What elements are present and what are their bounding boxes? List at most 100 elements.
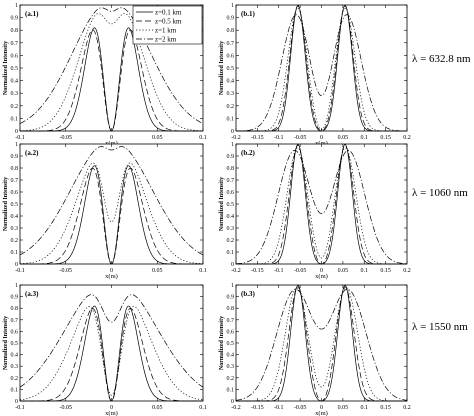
y-tick-label: 0.2 [227, 238, 235, 244]
x-tick-label: -0.15 [251, 268, 264, 274]
y-tick-label: 0.8 [227, 306, 235, 312]
y-tick-label: 0.1 [11, 250, 19, 256]
y-tick-label: 0.4 [11, 214, 19, 220]
x-tick-label: 0.1 [199, 135, 207, 141]
legend: z=0.1 kmz=0.5 kmz=1 kmz=2 km [132, 5, 203, 45]
x-tick-label: -0.1 [15, 405, 25, 411]
y-tick-label: 0.4 [11, 353, 19, 359]
y-tick-label: 0.4 [11, 79, 19, 85]
series-line-z-2-km [235, 14, 408, 132]
x-tick-label: -0.1 [274, 135, 284, 141]
y-tick-label: 0.2 [11, 238, 19, 244]
y-tick-label: 0.1 [11, 387, 19, 393]
y-tick-label: 1 [15, 283, 18, 289]
chart-panel-a.2: 0 0.1 0.2 0.3 0.4 0.5 0.6 0.7 0.8 0.9 1 -0.1 -0.05 0 0… [3, 142, 207, 280]
y-tick-label: 1 [15, 142, 18, 148]
wavelength-label-row1: λ = 632.8 nm [412, 53, 471, 65]
y-tick-label: 0.1 [11, 116, 19, 122]
y-tick-label: 0.3 [11, 226, 19, 232]
x-tick-label: -0.1 [15, 268, 25, 274]
panel-label: (a.2) [25, 149, 39, 157]
legend-label: z=1 km [155, 27, 177, 35]
y-tick-label: 0.7 [11, 41, 19, 47]
y-axis-label: Normalized Intensity [219, 316, 225, 370]
y-tick-label: 0.1 [227, 387, 235, 393]
x-tick-label: 0.1 [361, 268, 369, 274]
y-tick-label: 0.7 [227, 178, 235, 184]
x-tick-label: -0.05 [60, 135, 73, 141]
y-axis-label: Normalized Intensity [219, 177, 225, 231]
x-tick-label: 0.2 [403, 405, 411, 411]
x-tick-label: 0.1 [361, 405, 369, 411]
y-tick-label: 0.8 [227, 166, 235, 172]
y-tick-label: 0.7 [11, 178, 19, 184]
y-tick-label: 0 [231, 399, 234, 405]
x-tick-label: 0 [320, 268, 323, 274]
series-line-z-2-km [19, 146, 204, 256]
y-tick-label: 0.5 [11, 202, 19, 208]
y-tick-label: 0.5 [11, 341, 19, 347]
x-tick-label: 0.2 [403, 135, 411, 141]
y-tick-label: 0.7 [227, 318, 235, 324]
y-axis-label: Normalized Intensity [3, 316, 9, 370]
y-tick-label: 1 [15, 3, 18, 9]
plot-frame [235, 284, 408, 402]
x-tick-label: 0.15 [380, 268, 391, 274]
y-tick-label: 0.9 [227, 16, 235, 22]
panel-label: (b.2) [241, 149, 255, 157]
x-tick-label: 0.1 [199, 405, 207, 411]
x-tick-label: 0.15 [380, 405, 391, 411]
legend-label: z=0.5 km [155, 18, 182, 26]
x-tick-label: 0 [110, 405, 113, 411]
y-tick-label: 0.9 [11, 295, 19, 301]
y-tick-label: 0 [231, 262, 234, 268]
series-line-z-1-km [19, 13, 204, 132]
x-tick-label: -0.05 [294, 268, 307, 274]
y-tick-label: 0.5 [227, 341, 235, 347]
series-line-z-2-km [235, 289, 408, 401]
x-tick-label: 0.05 [152, 405, 163, 411]
y-tick-label: 0.6 [11, 329, 19, 335]
series-line-z-1-km [236, 7, 407, 132]
y-tick-label: 0.5 [227, 66, 235, 72]
y-tick-label: 0.8 [11, 306, 19, 312]
panel-label: (a.1) [25, 10, 39, 18]
chart-panel-b.1: 00.10.20.30.40.50.60.70.80.91-0.2 -0.15 -0… [219, 3, 411, 147]
x-tick-label: -0.05 [60, 405, 73, 411]
y-tick-label: 0.6 [227, 329, 235, 335]
x-tick-label: 0.05 [338, 268, 349, 274]
x-tick-label: 0.15 [380, 135, 391, 141]
legend-label: z=2 km [155, 36, 177, 44]
x-tick-label: 0 [110, 135, 113, 141]
y-tick-label: 0 [15, 399, 18, 405]
x-tick-label: 0 [320, 135, 323, 141]
y-tick-label: 0.6 [227, 53, 235, 59]
x-axis-label: x(m) [105, 273, 118, 280]
series-line-z-2-km [235, 150, 408, 265]
legend-label: z=0.1 km [155, 9, 182, 17]
x-tick-label: 0.1 [361, 135, 369, 141]
series-line-z-0-5-km [20, 308, 203, 402]
y-tick-label: 0.1 [227, 116, 235, 122]
y-tick-label: 0.2 [227, 104, 235, 110]
y-tick-label: 0 [15, 129, 18, 135]
y-tick-label: 0.1 [227, 250, 235, 256]
x-tick-label: 0.2 [403, 268, 411, 274]
y-tick-label: 0.9 [227, 295, 235, 301]
plot-frame [235, 4, 408, 132]
plot-frame [19, 284, 204, 402]
y-tick-label: 1 [231, 3, 234, 9]
y-axis-label: Normalized Intensity [3, 177, 9, 231]
x-tick-label: 0.05 [152, 268, 163, 274]
y-tick-label: 0.8 [11, 166, 19, 172]
wavelength-label-row3: λ = 1550 nm [412, 321, 468, 333]
panel-label: (b.3) [241, 290, 255, 298]
x-tick-label: 0 [320, 405, 323, 411]
y-tick-label: 0.6 [227, 190, 235, 196]
y-tick-label: 0.9 [11, 154, 19, 160]
x-tick-label: 0 [110, 268, 113, 274]
y-tick-label: 0.7 [11, 318, 19, 324]
x-axis-label: x(m) [105, 410, 118, 416]
wavelength-label-row2: λ = 1060 nm [412, 187, 468, 199]
